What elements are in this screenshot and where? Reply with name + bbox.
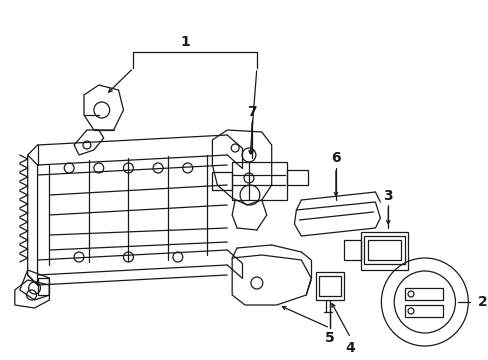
Bar — [319, 276, 340, 296]
Bar — [316, 272, 343, 300]
Bar — [286, 170, 307, 185]
Bar — [404, 305, 442, 317]
Bar — [212, 172, 232, 190]
Text: 5: 5 — [325, 331, 334, 345]
Bar — [232, 162, 286, 200]
Bar — [343, 240, 360, 260]
Bar — [363, 236, 404, 264]
Bar — [367, 240, 400, 260]
Text: 4: 4 — [345, 341, 355, 355]
Text: 2: 2 — [477, 295, 487, 309]
Text: 3: 3 — [383, 189, 392, 203]
Text: 7: 7 — [246, 105, 256, 119]
Text: 1: 1 — [181, 35, 190, 49]
Text: 6: 6 — [330, 151, 340, 165]
Bar — [360, 232, 407, 270]
Bar — [404, 288, 442, 300]
